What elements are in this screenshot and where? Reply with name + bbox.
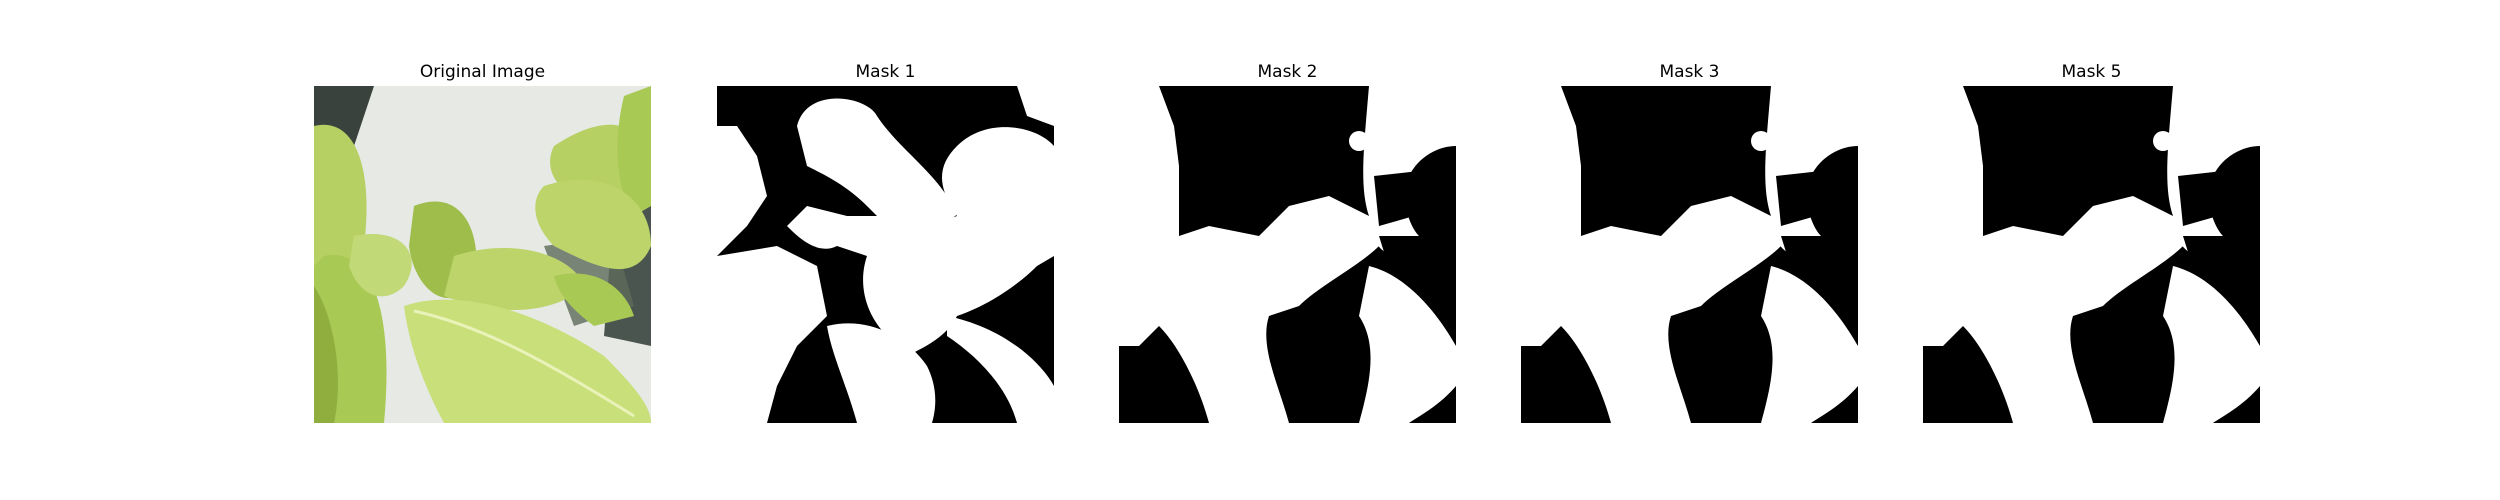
mask-5-image [1923,86,2260,423]
panel-title: Mask 1 [855,62,916,82]
mask-1-image [717,86,1054,423]
original-image-panel: Original Image [314,60,651,423]
panel-title: Original Image [419,62,546,82]
mask-3-image [1521,86,1858,423]
mask-5-panel: Mask 5 [1923,60,2260,423]
mask-1-panel: Mask 1 [717,60,1054,423]
mask-3-panel: Mask 3 [1521,60,1858,423]
mask-2-image [1119,86,1456,423]
panel-title: Mask 3 [1659,62,1720,82]
original-photo [314,86,651,423]
panel-title: Mask 2 [1257,62,1318,82]
mask-2-panel: Mask 2 [1119,60,1456,423]
panel-title: Mask 5 [2061,62,2122,82]
